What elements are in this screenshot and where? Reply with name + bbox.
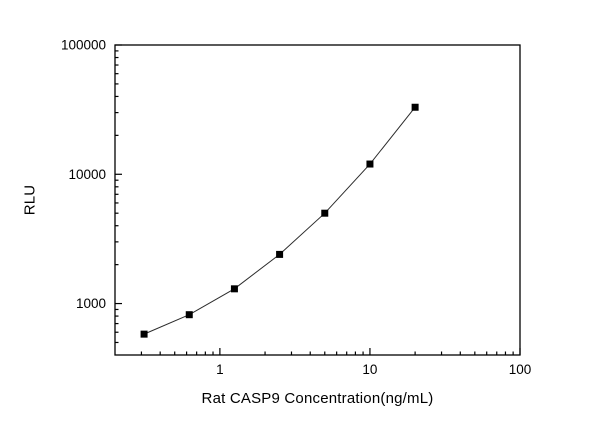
data-point [321, 209, 329, 217]
data-point [366, 160, 374, 168]
plot-frame [114, 44, 521, 356]
axis-ticks [115, 44, 521, 355]
y-axis-title: RLU [21, 184, 39, 216]
svg-text:100: 100 [509, 362, 532, 377]
data-point [185, 311, 193, 319]
tick-labels: 1 10 100 1000 10000 100000 [61, 38, 531, 378]
data-point [276, 250, 284, 258]
data-point [140, 330, 148, 338]
data-point [230, 285, 238, 293]
svg-text:100000: 100000 [61, 38, 106, 53]
data-point [411, 103, 419, 111]
x-axis-title: Rat CASP9 Concentration(ng/mL) [201, 390, 434, 407]
svg-text:1000: 1000 [76, 296, 106, 311]
svg-text:10: 10 [362, 362, 377, 377]
series-line-standard-curve [143, 106, 416, 335]
data-points-standard-curve [140, 103, 419, 338]
svg-text:10000: 10000 [68, 167, 106, 182]
svg-text:1: 1 [216, 362, 224, 377]
